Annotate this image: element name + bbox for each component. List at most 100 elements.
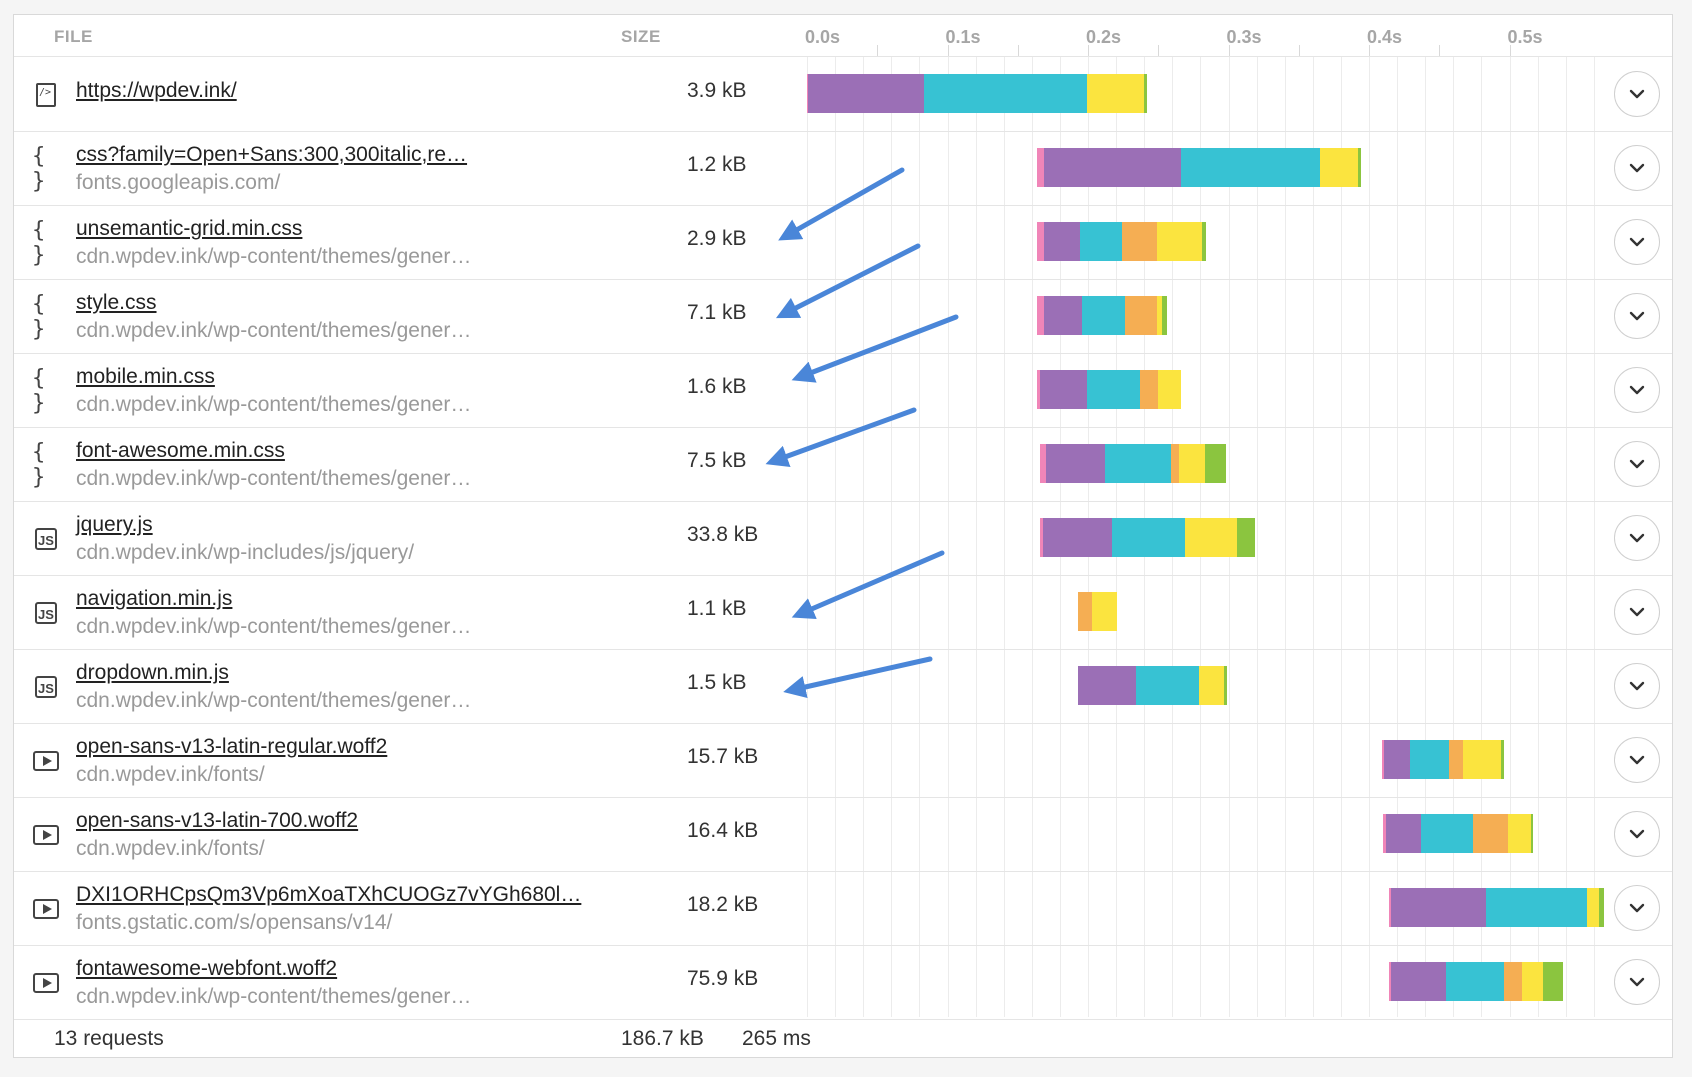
timing-segment-teal [1409, 740, 1450, 779]
file-name-link[interactable]: open-sans-v13-latin-regular.woff2 [76, 735, 388, 758]
timing-bar[interactable] [1037, 148, 1361, 187]
timing-segment-yellow [1522, 962, 1544, 1001]
expand-row-button[interactable] [1614, 293, 1660, 339]
expand-row-button[interactable] [1614, 441, 1660, 487]
file-name-link[interactable]: font-awesome.min.css [76, 439, 285, 462]
timing-segment-pink [1037, 370, 1041, 409]
timing-segment-yellow [1319, 148, 1358, 187]
timing-segment-purple [1078, 666, 1136, 705]
expand-row-button[interactable] [1614, 589, 1660, 635]
request-row[interactable]: { } unsemantic-grid.min.css cdn.wpdev.ink/… [14, 205, 1672, 280]
chevron-down-icon [1629, 163, 1645, 173]
file-name-link[interactable]: style.css [76, 291, 157, 314]
timing-segment-teal [1111, 518, 1185, 557]
timing-bar[interactable] [1040, 518, 1256, 557]
timeline-gridline [1313, 57, 1314, 1017]
timing-bar[interactable] [1388, 888, 1604, 927]
request-row[interactable]: { } style.css cdn.wpdev.ink/wp-content/the… [14, 279, 1672, 354]
font-media-icon [32, 895, 60, 923]
timeline-gridline [919, 57, 920, 1017]
timing-segment-orange [1124, 296, 1157, 335]
timing-segment-yellow [1198, 666, 1225, 705]
file-size: 2.9 kB [687, 227, 747, 250]
file-name-link[interactable]: fontawesome-webfont.woff2 [76, 957, 338, 980]
timing-bar[interactable] [807, 74, 1147, 113]
timeline-gridline [863, 57, 864, 1017]
file-name-link[interactable]: css?family=Open+Sans:300,300italic,re… [76, 143, 468, 166]
css-braces-icon: { } [32, 366, 46, 416]
timing-segment-orange [1170, 444, 1180, 483]
timing-segment-yellow [1092, 592, 1118, 631]
timeline-gridline [807, 57, 808, 1017]
request-row[interactable]: JS navigation.min.js cdn.wpdev.ink/wp-cont… [14, 575, 1672, 650]
chevron-down-icon [1629, 311, 1645, 321]
timing-bar[interactable] [1383, 814, 1534, 853]
request-row[interactable]: { } font-awesome.min.css cdn.wpdev.ink/wp-… [14, 427, 1672, 502]
request-row[interactable]: JS dropdown.min.js cdn.wpdev.ink/wp-conten… [14, 649, 1672, 724]
timing-bar[interactable] [1078, 666, 1228, 705]
request-row[interactable]: { } css?family=Open+Sans:300,300italic,re… [14, 131, 1672, 206]
expand-row-button[interactable] [1614, 663, 1660, 709]
file-size: 3.9 kB [687, 79, 747, 102]
file-name-link[interactable]: open-sans-v13-latin-700.woff2 [76, 809, 359, 832]
timing-bar[interactable] [1388, 962, 1563, 1001]
js-file-icon: JS [32, 673, 60, 701]
timing-segment-green [1530, 814, 1534, 853]
timing-bar[interactable] [1078, 592, 1118, 631]
time-tick-label: 0.3s [1226, 27, 1262, 47]
timing-bar[interactable] [1381, 740, 1504, 779]
expand-row-button[interactable] [1614, 219, 1660, 265]
file-name-link[interactable]: navigation.min.js [76, 587, 233, 610]
request-row[interactable]: JS jquery.js cdn.wpdev.ink/wp-includes/js/… [14, 501, 1672, 576]
timing-segment-teal [1104, 444, 1171, 483]
expand-row-button[interactable] [1614, 71, 1660, 117]
file-size: 1.5 kB [687, 671, 747, 694]
file-name-link[interactable]: DXI1ORHCpsQm3Vp6mXoaTXhCUOGz7vYGh680l… [76, 883, 582, 906]
request-row[interactable]: https://wpdev.ink/3.9 kB [14, 57, 1672, 132]
timing-bar[interactable] [1037, 296, 1167, 335]
expand-row-button[interactable] [1614, 515, 1660, 561]
timing-segment-orange [1121, 222, 1157, 261]
timeline-gridline [1397, 57, 1398, 1017]
expand-row-button[interactable] [1614, 959, 1660, 1005]
file-host-path: fonts.gstatic.com/s/opensans/v14/ [76, 911, 393, 934]
timeline-tick-mark [1158, 45, 1159, 56]
expand-row-button[interactable] [1614, 811, 1660, 857]
file-name-link[interactable]: mobile.min.css [76, 365, 215, 388]
request-row[interactable]: open-sans-v13-latin-regular.woff2 cdn.wpd… [14, 723, 1672, 798]
timing-segment-pink [1381, 740, 1385, 779]
file-name-link[interactable]: https://wpdev.ink/ [76, 79, 237, 102]
expand-row-button[interactable] [1614, 737, 1660, 783]
timing-segment-yellow [1463, 740, 1502, 779]
waterfall-panel: FILE SIZE 0.0s 0.1s 0.2s 0.3s 0.4s 0.5s https… [13, 14, 1673, 1058]
request-row[interactable]: DXI1ORHCpsQm3Vp6mXoaTXhCUOGz7vYGh680l… fo… [14, 871, 1672, 946]
chevron-down-icon [1629, 977, 1645, 987]
timing-segment-pink [1037, 148, 1045, 187]
timing-bar[interactable] [1037, 222, 1206, 261]
request-row[interactable]: { } mobile.min.css cdn.wpdev.ink/wp-conten… [14, 353, 1672, 428]
expand-row-button[interactable] [1614, 367, 1660, 413]
timing-segment-yellow [1179, 444, 1205, 483]
timing-bar[interactable] [1037, 370, 1181, 409]
timing-segment-teal [923, 74, 1087, 113]
file-name-link[interactable]: jquery.js [76, 513, 153, 536]
file-name-link[interactable]: unsemantic-grid.min.css [76, 217, 303, 240]
total-size: 186.7 kB [621, 1027, 704, 1050]
expand-row-button[interactable] [1614, 885, 1660, 931]
chevron-down-icon [1629, 681, 1645, 691]
waterfall-header: FILE SIZE 0.0s 0.1s 0.2s 0.3s 0.4s 0.5s [14, 15, 1672, 57]
chevron-down-icon [1629, 829, 1645, 839]
file-size: 7.1 kB [687, 301, 747, 324]
timing-segment-green [1224, 666, 1228, 705]
file-name-link[interactable]: dropdown.min.js [76, 661, 229, 684]
file-size: 16.4 kB [687, 819, 759, 842]
request-row[interactable]: open-sans-v13-latin-700.woff2 cdn.wpdev.i… [14, 797, 1672, 872]
total-time: 265 ms [742, 1027, 811, 1050]
timing-bar[interactable] [1040, 444, 1226, 483]
timing-segment-pink [1037, 222, 1045, 261]
expand-row-button[interactable] [1614, 145, 1660, 191]
timeline-tick-mark [1018, 45, 1019, 56]
file-host-path: fonts.googleapis.com/ [76, 171, 281, 194]
request-row[interactable]: fontawesome-webfont.woff2 cdn.wpdev.ink/w… [14, 945, 1672, 1020]
timeline-gridline [1453, 57, 1454, 1017]
